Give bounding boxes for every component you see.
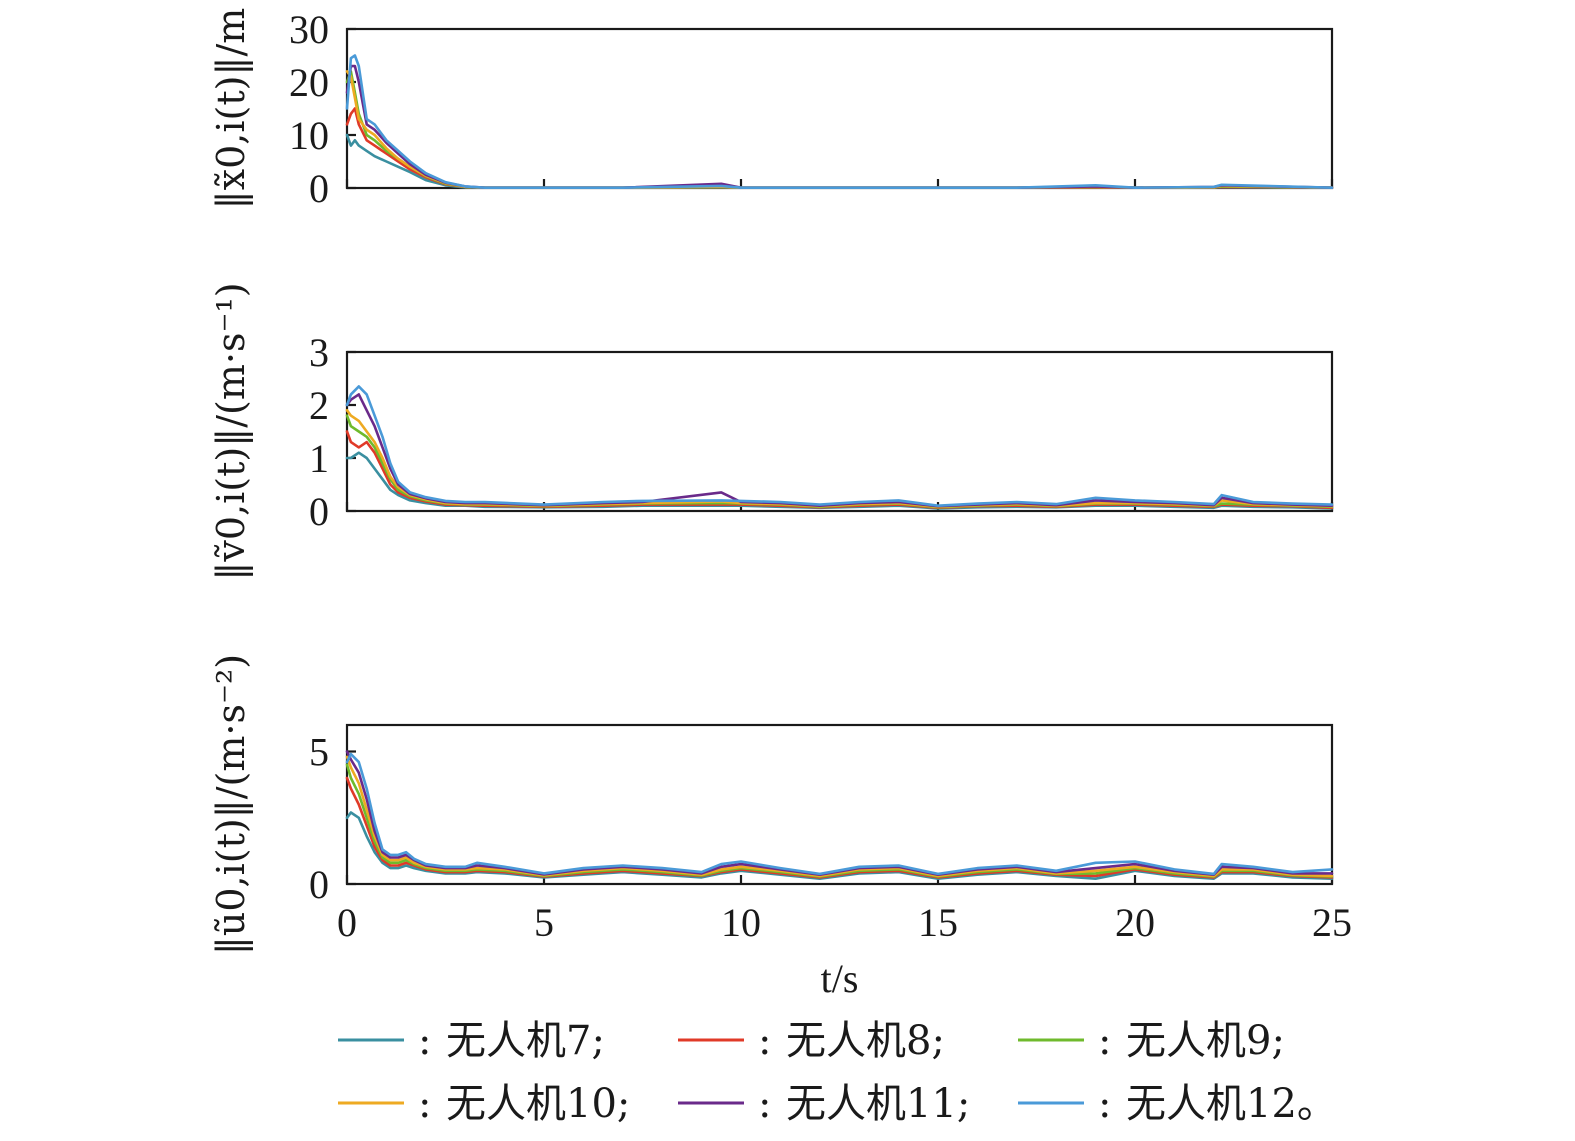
- series-line-9: [345, 70, 1334, 189]
- series-line-9: [345, 763, 1334, 878]
- series-line-11: [345, 64, 1334, 189]
- legend-item: : 无人机10;: [338, 1081, 630, 1127]
- series-line-8: [345, 776, 1334, 879]
- y-tick-label: 10: [289, 113, 329, 158]
- y-axis-label: ‖x̃0,i(t)‖/m: [209, 8, 253, 210]
- legend-item: : 无人机12。: [1018, 1081, 1337, 1127]
- y-tick-label: 0: [309, 166, 329, 211]
- y-tick-label: 0: [309, 862, 329, 907]
- x-tick-label: 10: [721, 900, 761, 945]
- series-line-8: [345, 430, 1334, 510]
- legend-label: 无人机8;: [786, 1018, 945, 1064]
- legend-separator: :: [758, 1018, 771, 1064]
- series-line-12: [345, 385, 1334, 507]
- series-line-10: [345, 70, 1334, 189]
- legend-separator: :: [758, 1081, 771, 1127]
- plot-frame: [345, 27, 1334, 190]
- x-axis-label: t/s: [821, 956, 859, 1001]
- series-line-7: [345, 133, 1334, 189]
- panel-3: 0 5 0 5 10 15 20 25 ‖ũ0,i(t)‖/(m·s⁻²) t/s: [209, 654, 1352, 1001]
- series-line-10: [345, 755, 1334, 878]
- panel-1: 0 10 20 30 ‖x̃0,i(t)‖/m: [209, 7, 1334, 211]
- legend-item: : 无人机8;: [678, 1018, 945, 1064]
- y-axis-label: ‖ũ0,i(t)‖/(m·s⁻²): [209, 654, 253, 955]
- legend-separator: :: [418, 1018, 431, 1064]
- y-tick-label: 5: [309, 730, 329, 775]
- series-line-12: [345, 54, 1334, 189]
- legend-label: 无人机11;: [786, 1081, 970, 1127]
- y-tick-label: 1: [309, 436, 329, 481]
- legend-separator: :: [1098, 1018, 1111, 1064]
- y-tick-label: 30: [289, 7, 329, 52]
- y-axis-label: ‖ṽ0,i(t)‖/(m·s⁻¹): [209, 282, 253, 580]
- plot-frame: [345, 723, 1334, 886]
- series-line-12: [345, 752, 1334, 876]
- legend-item: : 无人机9;: [1018, 1018, 1285, 1064]
- x-tick-label: 0: [337, 900, 357, 945]
- x-tick-label: 15: [918, 900, 958, 945]
- legend-label: 无人机12。: [1126, 1081, 1337, 1127]
- legend-separator: :: [418, 1081, 431, 1127]
- legend-item: : 无人机7;: [338, 1018, 605, 1064]
- legend-label: 无人机7;: [446, 1018, 605, 1064]
- series-line-11: [345, 393, 1334, 508]
- x-tick-label: 25: [1312, 900, 1352, 945]
- series-line-7: [345, 811, 1334, 880]
- legend-item: : 无人机11;: [678, 1081, 970, 1127]
- y-tick-label: 20: [289, 60, 329, 105]
- series-line-11: [345, 750, 1334, 876]
- legend-label: 无人机10;: [446, 1081, 630, 1127]
- y-tick-label: 2: [309, 383, 329, 428]
- panel-2: 0 1 2 3 ‖ṽ0,i(t)‖/(m·s⁻¹): [209, 282, 1334, 581]
- y-tick-label: 3: [309, 330, 329, 375]
- x-tick-label: 20: [1115, 900, 1155, 945]
- series-line-7: [345, 451, 1334, 510]
- y-tick-label: 0: [309, 489, 329, 534]
- plot-frame: [345, 350, 1334, 513]
- legend: : 无人机7;: 无人机8;: 无人机9;: 无人机10;: 无人机11;: 无…: [338, 1018, 1337, 1127]
- x-tick-label: 5: [534, 900, 554, 945]
- series-line-8: [345, 107, 1334, 189]
- series-line-10: [345, 409, 1334, 509]
- series-line-9: [345, 414, 1334, 509]
- legend-separator: :: [1098, 1081, 1111, 1127]
- legend-label: 无人机9;: [1126, 1018, 1285, 1064]
